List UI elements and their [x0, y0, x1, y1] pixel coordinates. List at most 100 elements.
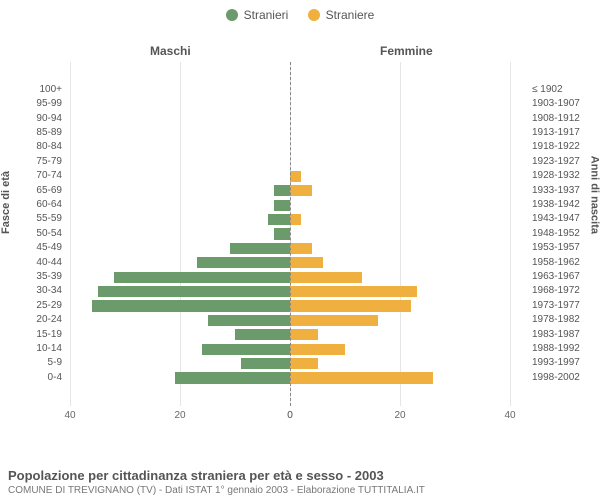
- plot-female: [290, 62, 510, 406]
- age-label: 0-4: [0, 371, 62, 385]
- year-label: 1903-1907: [532, 97, 600, 111]
- female-bar: [290, 185, 312, 196]
- bar-row: [70, 328, 290, 342]
- age-label: 60-64: [0, 198, 62, 212]
- year-label: 1923-1927: [532, 155, 600, 169]
- bar-row: [70, 256, 290, 270]
- bar-row: [70, 112, 290, 126]
- bar-row: [70, 140, 290, 154]
- year-label: 1988-1992: [532, 342, 600, 356]
- male-bar: [235, 329, 290, 340]
- age-label: 40-44: [0, 256, 62, 270]
- female-bar: [290, 171, 301, 182]
- female-bar: [290, 315, 378, 326]
- male-bar: [98, 286, 291, 297]
- bar-row: [70, 241, 290, 255]
- legend: Stranieri Straniere: [0, 0, 600, 24]
- year-label: 1973-1977: [532, 299, 600, 313]
- y-labels-age: 100+95-9990-9485-8980-8475-7970-7465-696…: [0, 62, 66, 406]
- bar-row: [70, 356, 290, 370]
- year-label: 1993-1997: [532, 356, 600, 370]
- female-bar: [290, 243, 312, 254]
- legend-item-female: Straniere: [308, 8, 375, 22]
- column-title-female: Femmine: [380, 44, 433, 58]
- bar-row: [70, 126, 290, 140]
- bar-row: [70, 270, 290, 284]
- legend-item-male: Stranieri: [226, 8, 289, 22]
- male-bar: [197, 257, 291, 268]
- male-bar: [274, 185, 291, 196]
- age-label: 80-84: [0, 140, 62, 154]
- age-label: 85-89: [0, 126, 62, 140]
- bar-row: [70, 155, 290, 169]
- population-pyramid-chart: Maschi Femmine Fasce di età Anni di nasc…: [0, 24, 600, 444]
- age-label: 90-94: [0, 112, 62, 126]
- year-label: 1968-1972: [532, 284, 600, 298]
- year-label: 1963-1967: [532, 270, 600, 284]
- bar-row: [70, 371, 290, 385]
- bar-row: [70, 83, 290, 97]
- male-swatch: [226, 9, 238, 21]
- bar-row: [290, 342, 510, 356]
- legend-label-female: Straniere: [326, 8, 375, 22]
- bar-row: [290, 313, 510, 327]
- bar-row: [70, 97, 290, 111]
- male-bar: [202, 344, 290, 355]
- year-label: 1948-1952: [532, 227, 600, 241]
- age-label: 20-24: [0, 313, 62, 327]
- bar-row: [290, 198, 510, 212]
- y-labels-year: ≤ 19021903-19071908-19121913-19171918-19…: [528, 62, 600, 406]
- year-label: 1933-1937: [532, 184, 600, 198]
- bar-row: [290, 227, 510, 241]
- age-label: 45-49: [0, 241, 62, 255]
- age-label: 65-69: [0, 184, 62, 198]
- male-bar: [274, 228, 291, 239]
- age-label: 35-39: [0, 270, 62, 284]
- age-label: 50-54: [0, 227, 62, 241]
- male-bar: [268, 214, 290, 225]
- plot-male: [70, 62, 290, 406]
- bar-row: [290, 140, 510, 154]
- x-tick: 20: [174, 410, 185, 421]
- x-tick: 20: [394, 410, 405, 421]
- bar-row: [70, 342, 290, 356]
- male-bar: [114, 272, 290, 283]
- bar-row: [290, 97, 510, 111]
- male-bar: [241, 358, 291, 369]
- bar-row: [70, 212, 290, 226]
- bar-row: [290, 299, 510, 313]
- center-axis-line: [290, 62, 291, 406]
- bar-row: [70, 169, 290, 183]
- bar-row: [290, 83, 510, 97]
- bar-row: [70, 227, 290, 241]
- male-bar: [92, 300, 290, 311]
- year-label: 1918-1922: [532, 140, 600, 154]
- legend-label-male: Stranieri: [244, 8, 289, 22]
- bar-row: [290, 241, 510, 255]
- year-label: 1928-1932: [532, 169, 600, 183]
- year-label: 1913-1917: [532, 126, 600, 140]
- male-bar: [230, 243, 291, 254]
- bar-row: [290, 356, 510, 370]
- bar-row: [70, 198, 290, 212]
- bar-row: [290, 256, 510, 270]
- year-label: 1998-2002: [532, 371, 600, 385]
- x-tick: 40: [504, 410, 515, 421]
- female-bar: [290, 286, 417, 297]
- bar-row: [70, 184, 290, 198]
- bar-row: [290, 169, 510, 183]
- age-label: 10-14: [0, 342, 62, 356]
- female-swatch: [308, 9, 320, 21]
- x-tick: 40: [64, 410, 75, 421]
- caption: Popolazione per cittadinanza straniera p…: [8, 468, 592, 496]
- age-label: 30-34: [0, 284, 62, 298]
- female-bar: [290, 372, 433, 383]
- year-label: 1953-1957: [532, 241, 600, 255]
- female-bar: [290, 257, 323, 268]
- female-bar: [290, 272, 362, 283]
- age-label: 25-29: [0, 299, 62, 313]
- age-label: 95-99: [0, 97, 62, 111]
- age-label: 100+: [0, 83, 62, 97]
- caption-subtitle: COMUNE DI TREVIGNANO (TV) - Dati ISTAT 1…: [8, 485, 592, 496]
- age-label: 5-9: [0, 356, 62, 370]
